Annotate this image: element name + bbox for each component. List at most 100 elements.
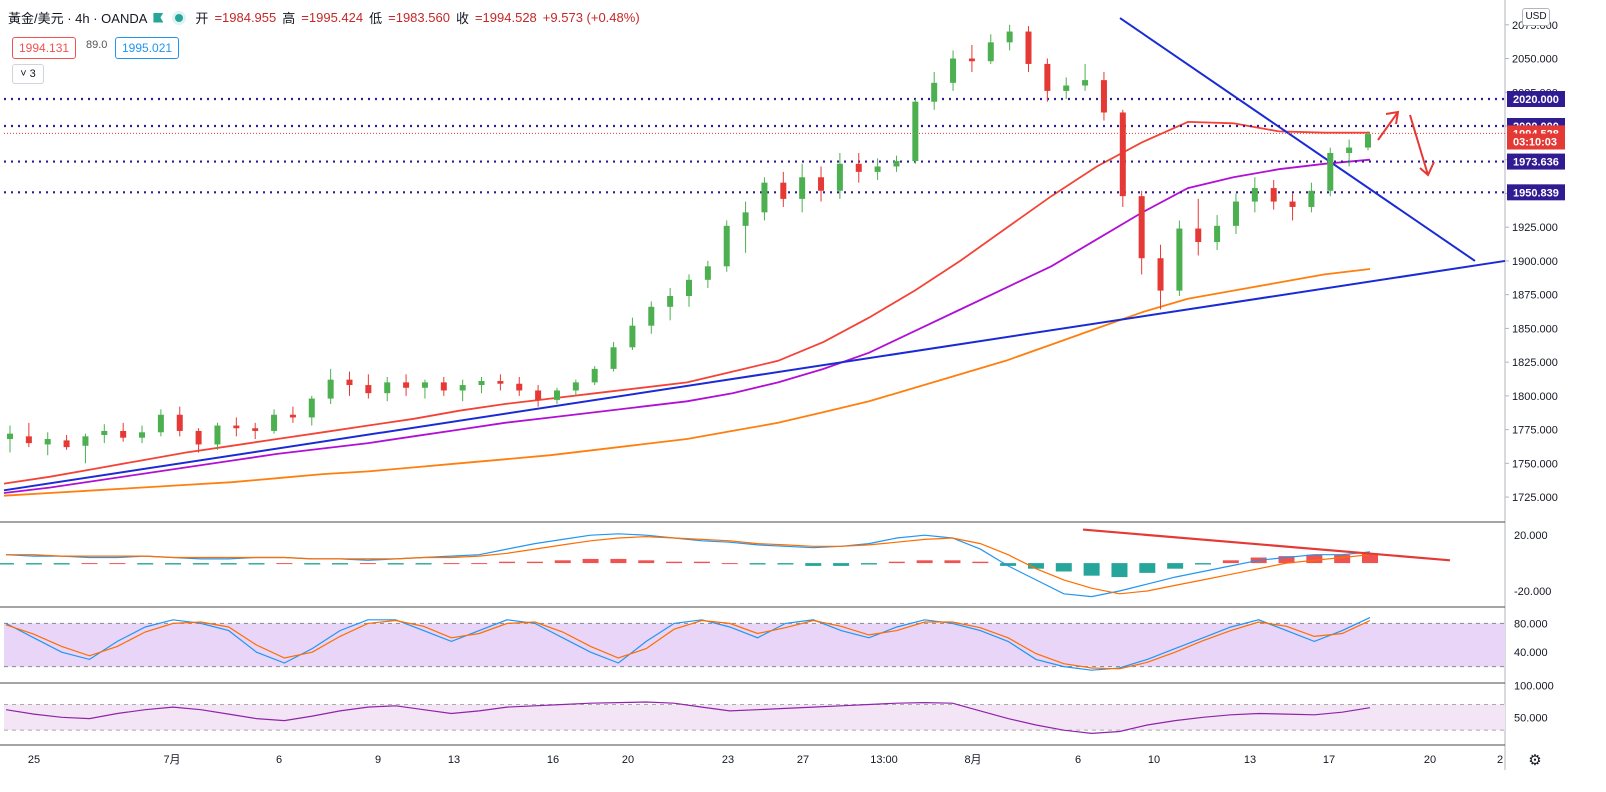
price-tick-label: 1800.000 xyxy=(1512,391,1558,403)
spread-value: 89.0 xyxy=(86,39,108,51)
candle xyxy=(667,287,674,321)
currency-badge[interactable]: USD xyxy=(1522,8,1550,26)
market-status-icon xyxy=(175,13,184,22)
candle xyxy=(761,177,768,221)
macd-histogram-bar xyxy=(666,561,683,564)
candle-body xyxy=(723,225,730,267)
candle-body xyxy=(893,161,900,167)
candle-body xyxy=(836,163,843,191)
macd-histogram-bar xyxy=(359,563,376,565)
macd-histogram-bar xyxy=(693,561,710,564)
macd-histogram-bar xyxy=(1334,554,1351,564)
candle xyxy=(1270,179,1277,210)
candle xyxy=(233,417,240,437)
price-tick-label: 1875.000 xyxy=(1512,290,1558,302)
candle-body xyxy=(289,414,296,418)
indicators-collapse-button[interactable]: ˅ 3 xyxy=(12,64,44,84)
macd-histogram-bar xyxy=(276,563,293,565)
candle-body xyxy=(1251,188,1258,202)
candle xyxy=(553,387,560,404)
macd-line xyxy=(5,533,1371,598)
candle xyxy=(459,379,466,402)
macd-histogram-bar xyxy=(220,563,237,565)
rsi-band xyxy=(4,704,1505,731)
moving-average-line xyxy=(3,120,1370,485)
candle-body xyxy=(478,381,485,386)
candle-body xyxy=(855,163,862,172)
macd-panel: 20.000 -20.000 xyxy=(0,528,1551,598)
candle-body xyxy=(157,414,164,433)
candle xyxy=(535,385,542,407)
time-tick-label: 13 xyxy=(448,754,460,766)
candle xyxy=(874,158,881,180)
macd-histogram-bar xyxy=(1194,563,1211,565)
candle xyxy=(271,409,278,434)
horizontal-levels xyxy=(4,97,1505,194)
candle xyxy=(855,152,862,183)
candle xyxy=(327,368,334,404)
macd-divergence-line xyxy=(1082,528,1451,562)
candle-body xyxy=(7,433,13,440)
price-label-text: 03:10:03 xyxy=(1513,137,1557,149)
candle xyxy=(1138,190,1145,275)
time-tick-label: 9 xyxy=(375,754,381,766)
stochastic-band xyxy=(4,623,1505,667)
candle xyxy=(987,34,994,64)
candle-body xyxy=(252,428,259,431)
macd-histogram-bar xyxy=(526,561,543,564)
candle-body xyxy=(139,432,146,438)
macd-histogram-bar xyxy=(582,558,599,564)
candle-body xyxy=(1346,147,1353,153)
candle-body xyxy=(686,279,692,297)
time-tick-label: 16 xyxy=(547,754,559,766)
macd-histogram-bar xyxy=(1139,563,1156,573)
stochastic-tick-label: 80.000 xyxy=(1514,618,1548,630)
price-label-text: 1973.636 xyxy=(1513,157,1559,169)
candle xyxy=(516,376,523,396)
open-label: 开 xyxy=(195,11,209,26)
candle xyxy=(1251,177,1258,213)
low-value: =1983.560 xyxy=(388,10,450,25)
candle xyxy=(686,274,692,307)
time-tick-label: 7月 xyxy=(163,754,180,766)
price-tick-label: 1900.000 xyxy=(1512,256,1558,268)
candle xyxy=(742,201,749,253)
candle-body xyxy=(25,436,32,444)
rsi-line xyxy=(5,701,1371,735)
gear-icon[interactable]: ⚙ xyxy=(1528,751,1541,769)
candle-body xyxy=(459,385,466,391)
time-axis: 25 7月 6 9 13 16 20 23 27 13:00 8月 6 10 13 17 20 2 ⚙ xyxy=(28,751,1542,769)
price-tick-label: 1825.000 xyxy=(1512,357,1558,369)
macd-histogram-bar xyxy=(1222,560,1239,564)
candle-body xyxy=(761,182,768,213)
candle-body xyxy=(818,177,825,191)
buy-button[interactable]: 1995.021 xyxy=(115,37,180,59)
symbol-title[interactable]: 黃金/美元 · 4h · OANDA xyxy=(8,11,148,26)
candle-body xyxy=(799,177,806,199)
sell-button[interactable]: 1994.131 xyxy=(12,37,77,59)
price-tick-label: 1925.000 xyxy=(1512,222,1558,234)
macd-histogram-bar xyxy=(1362,553,1378,564)
moving-average-line xyxy=(3,268,1371,497)
candle-body xyxy=(120,430,127,438)
candle xyxy=(1006,24,1013,51)
candle-body xyxy=(950,58,957,83)
candle-body xyxy=(82,436,89,446)
macd-histogram-bar xyxy=(248,563,265,565)
macd-histogram-bar xyxy=(81,563,98,565)
candle xyxy=(157,409,164,437)
rsi-panel: 100.000 50.000 xyxy=(4,680,1554,735)
candle-body xyxy=(497,381,504,384)
candle-body xyxy=(1025,31,1032,64)
candle xyxy=(25,422,32,448)
candle-body xyxy=(1100,80,1107,113)
flag-icon[interactable] xyxy=(153,12,164,23)
time-tick-label: 10 xyxy=(1148,754,1160,766)
macd-histogram-bar xyxy=(25,563,42,565)
candle xyxy=(7,425,13,453)
candle-body xyxy=(780,182,787,199)
candle-body xyxy=(1044,63,1051,91)
candle-body xyxy=(1327,152,1334,191)
candle xyxy=(421,379,428,399)
